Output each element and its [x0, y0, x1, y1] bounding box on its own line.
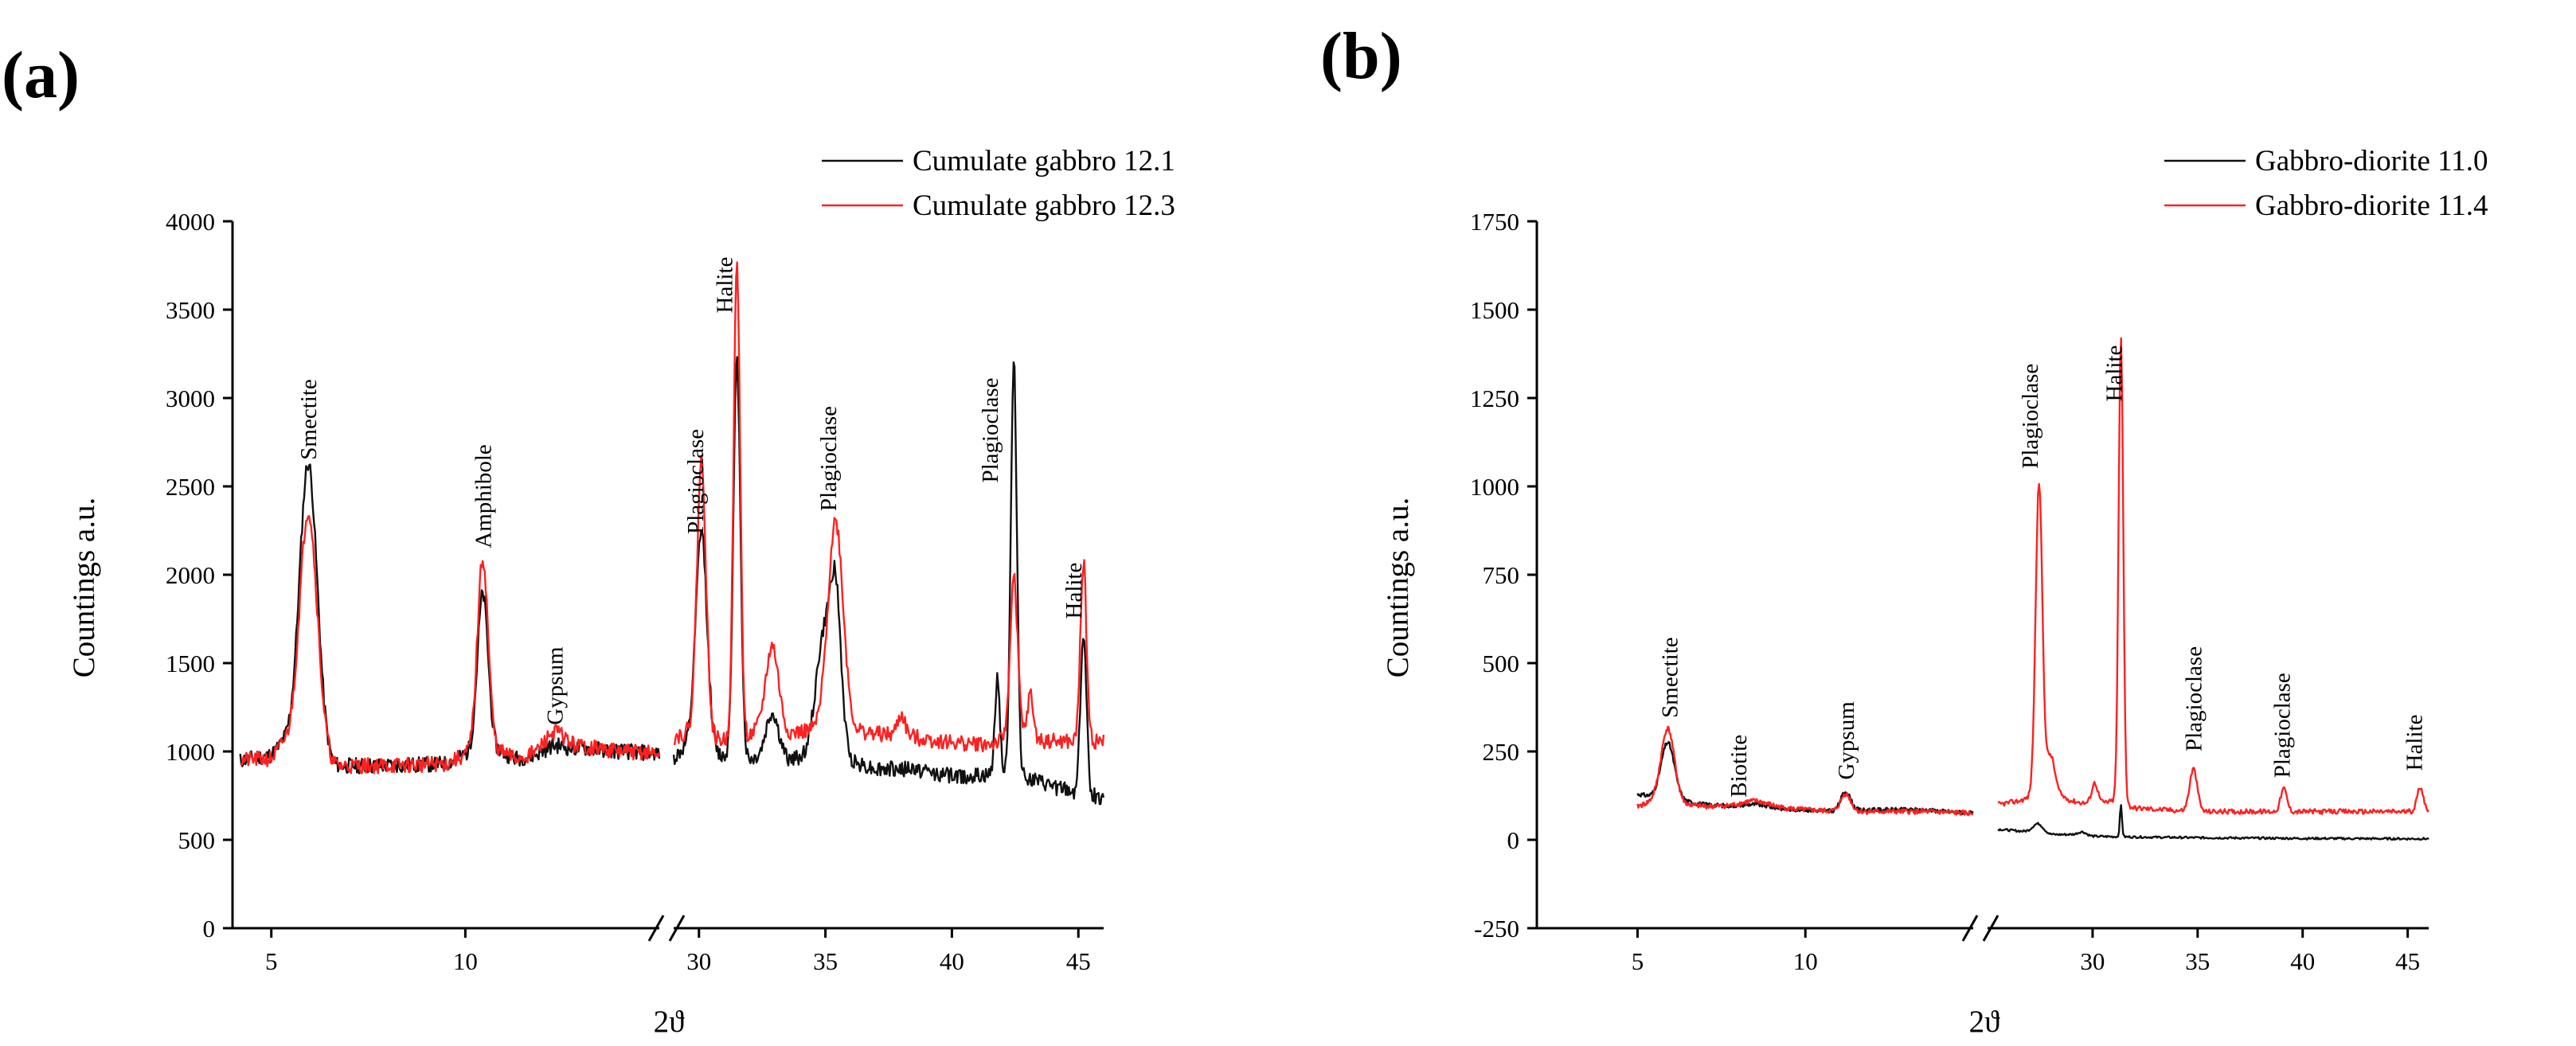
y-axis-label: Countings a.u. — [1381, 498, 1415, 677]
panel-a-label: (a) — [2, 38, 80, 112]
legend-label: Cumulate gabbro 12.3 — [913, 189, 1175, 222]
peak-annotation: Halite — [2101, 345, 2127, 402]
x-tick-label: 40 — [940, 947, 964, 975]
x-tick-label: 5 — [1632, 947, 1644, 975]
peak-annotation: Plagioclase — [683, 429, 709, 534]
axis-break-mark — [668, 915, 686, 942]
x-axis-label: 2ϑ — [1969, 1005, 2001, 1039]
y-tick-label: 1000 — [1470, 473, 1519, 501]
y-tick-label: 4000 — [166, 208, 215, 236]
axis-break-mark — [1961, 915, 1979, 942]
series-line — [1997, 804, 2429, 841]
series-line — [673, 261, 1105, 753]
axis-break-mark — [647, 915, 665, 942]
y-tick-label: 3000 — [166, 384, 215, 412]
peak-annotation: Plagioclase — [2018, 364, 2043, 469]
x-tick-label: 45 — [2395, 947, 2420, 975]
x-tick-label: 10 — [1793, 947, 1818, 975]
chart-b: -250 0 250 500 750 1000 1250 1500 1750 5 10 30 35 40 4… — [1381, 145, 2488, 1039]
x-tick-label: 5 — [265, 947, 278, 975]
y-tick-label: 1250 — [1470, 384, 1519, 412]
x-tick-label: 35 — [813, 947, 838, 975]
y-tick-label: 3500 — [166, 296, 215, 324]
peak-annotation: Plagioclase — [2182, 646, 2207, 751]
x-tick-label: 45 — [1066, 947, 1091, 975]
peak-annotation: Plagioclase — [816, 406, 842, 511]
axis-break-mark — [1982, 915, 1999, 942]
y-tick-label: 750 — [1483, 561, 1520, 589]
peak-annotation: Plagioclase — [2269, 673, 2295, 778]
y-tick-label: 1500 — [1470, 296, 1519, 324]
series-line — [1636, 725, 1974, 817]
x-axis-label: 2ϑ — [654, 1005, 686, 1039]
peak-annotation: Amphibole — [471, 444, 496, 548]
peak-annotation: Smectite — [296, 379, 322, 459]
x-tick-label: 35 — [2185, 947, 2210, 975]
legend-label: Gabbro-diorite 11.0 — [2255, 145, 2488, 178]
y-tick-label: 1000 — [166, 738, 215, 766]
series-line — [239, 463, 661, 775]
x-tick-label: 10 — [453, 947, 478, 975]
series-line — [240, 515, 661, 775]
y-tick-label: -250 — [1474, 915, 1519, 943]
peak-annotation: Biotite — [1726, 735, 1752, 798]
y-tick-label: 500 — [1483, 650, 1520, 677]
peak-annotation: Gypsum — [542, 646, 568, 725]
series-line — [1997, 337, 2429, 815]
peak-annotation: Halite — [713, 257, 738, 314]
peak-annotation: Plagioclase — [978, 377, 1003, 482]
y-tick-label: 1750 — [1470, 208, 1519, 236]
legend-label: Gabbro-diorite 11.4 — [2255, 189, 2488, 222]
x-tick-label: 30 — [2080, 947, 2105, 975]
y-tick-label: 2000 — [166, 561, 215, 589]
series-line — [672, 356, 1105, 806]
peak-annotation: Halite — [1061, 563, 1087, 619]
peak-annotation: Gypsum — [1834, 701, 1859, 780]
chart-a: 0 500 1000 1500 2000 2500 3000 3500 4000 5 10 30 35 4… — [67, 145, 1175, 1039]
panel-b-label: (b) — [1320, 19, 1402, 93]
y-tick-label: 2500 — [166, 473, 215, 501]
y-tick-label: 500 — [178, 826, 216, 854]
legend-label: Cumulate gabbro 12.1 — [913, 145, 1175, 178]
x-tick-label: 30 — [686, 947, 711, 975]
y-tick-label: 0 — [203, 915, 216, 943]
peak-annotation: Halite — [2402, 715, 2428, 771]
y-tick-label: 1500 — [166, 650, 215, 677]
x-tick-label: 40 — [2290, 947, 2315, 975]
y-axis-label: Countings a.u. — [67, 498, 101, 677]
y-tick-label: 250 — [1483, 738, 1520, 766]
y-tick-label: 0 — [1507, 826, 1520, 854]
peak-annotation: Smectite — [1658, 637, 1683, 717]
